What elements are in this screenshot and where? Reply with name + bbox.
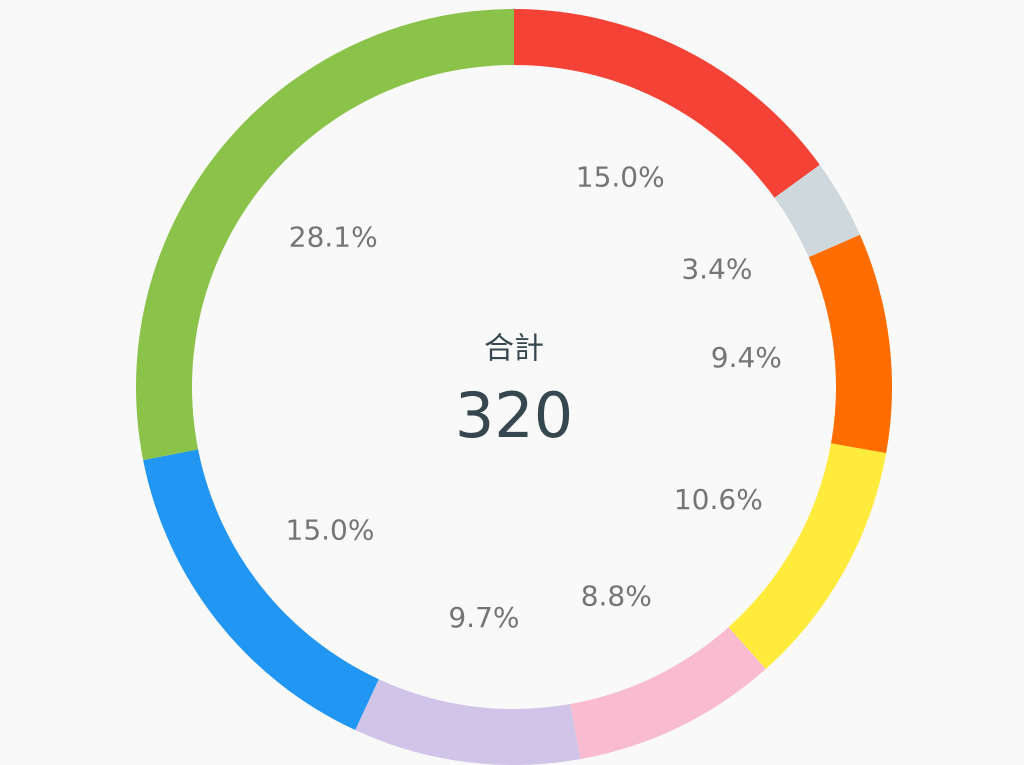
value-label: 28.1% [289, 220, 378, 253]
value-label: 9.7% [448, 601, 519, 634]
donut-segment [355, 679, 581, 765]
donut-segment [143, 449, 379, 731]
donut-segment [808, 234, 892, 454]
donut-segment [570, 627, 766, 760]
value-label: 3.4% [681, 252, 752, 285]
value-label: 9.4% [711, 341, 782, 374]
value-label: 10.6% [674, 483, 763, 516]
center-label: 合計 [484, 332, 544, 367]
donut-segment [514, 9, 820, 198]
value-label: 15.0% [576, 161, 665, 194]
value-label: 8.8% [581, 579, 652, 612]
donut-segment [136, 9, 514, 461]
value-label: 15.0% [286, 514, 375, 547]
donut-segment [728, 443, 887, 669]
donut-segment [774, 164, 860, 258]
center-total: 320 [455, 379, 573, 452]
